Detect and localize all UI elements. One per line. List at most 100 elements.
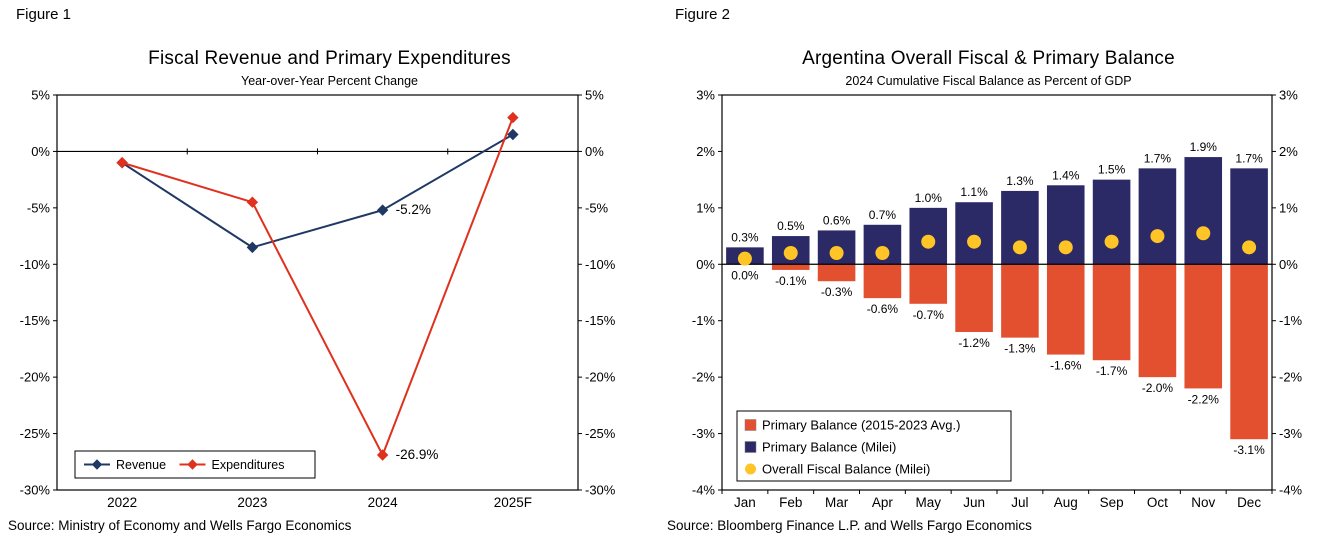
data-label: 1.0% xyxy=(915,191,943,205)
data-label: 1.7% xyxy=(1144,151,1172,165)
y-tick-label-right: -10% xyxy=(585,257,616,272)
bar xyxy=(1092,179,1131,265)
figure2-label: Figure 2 xyxy=(675,6,731,23)
dot-series xyxy=(737,226,1257,266)
figure1-panel: Figure 1 Fiscal Revenue and Primary Expe… xyxy=(8,6,616,533)
bar xyxy=(817,264,856,282)
y-tick-label-right: -2% xyxy=(1279,370,1303,385)
x-tick-label: May xyxy=(915,495,941,510)
y-tick-label-right: -30% xyxy=(585,483,616,498)
y-tick-label-right: -20% xyxy=(585,370,616,385)
data-label: -0.6% xyxy=(867,302,899,316)
y-tick-label-right: 2% xyxy=(1279,144,1298,159)
data-label: 0.5% xyxy=(777,219,805,233)
dot xyxy=(967,234,982,249)
data-label: -1.6% xyxy=(1050,359,1082,373)
dot xyxy=(829,246,844,260)
x-tick-label: 2023 xyxy=(237,495,267,510)
bar xyxy=(909,264,948,304)
legend: Revenue Expenditures xyxy=(74,450,316,479)
dot xyxy=(783,246,798,260)
y-tick-label-left: -3% xyxy=(692,426,716,441)
x-tick-label: Oct xyxy=(1147,495,1168,510)
y-tick-label-left: -4% xyxy=(692,483,716,498)
y-tick-label-left: -2% xyxy=(692,370,716,385)
figure2-source: Source: Bloomberg Finance L.P. and Wells… xyxy=(667,518,1032,533)
figure1-title: Fiscal Revenue and Primary Expenditures xyxy=(148,48,511,69)
dot xyxy=(1196,226,1211,241)
x-tick-label: Nov xyxy=(1191,495,1215,510)
bar xyxy=(1092,264,1131,361)
data-label: 1.3% xyxy=(1006,174,1034,188)
y-tick-label-right: 0% xyxy=(585,144,604,159)
data-label: -2.2% xyxy=(1188,392,1220,406)
bar-labels: 0.0% -0.1%-0.3%-0.6% -0.7%-1.2% -1.3%-1.6% -… xyxy=(731,268,1265,457)
figure2-subtitle: 2024 Cumulative Fiscal Balance as Percen… xyxy=(845,74,1132,88)
figure1-label: Figure 1 xyxy=(16,6,72,23)
figure1-subtitle: Year-over-Year Percent Change xyxy=(241,74,418,88)
bar xyxy=(1138,264,1177,378)
series-expenditures xyxy=(116,111,519,461)
bar-chart-figure2: 3% 3% 2% 2% 1% 1% 0% 0% -1% -1% -2% -2% -3% -3% -4% -4%… xyxy=(692,88,1303,510)
y-tick-label-right: -15% xyxy=(585,313,616,328)
bar-series xyxy=(771,264,1268,440)
y-tick-label-left: -20% xyxy=(20,370,51,385)
dot xyxy=(1058,240,1073,255)
y-tick-label-left: 3% xyxy=(696,88,715,103)
bar xyxy=(1184,264,1223,389)
y-tick-label-right: -1% xyxy=(1279,313,1303,328)
x-tick-label: Dec xyxy=(1237,495,1261,510)
x-tick-label: Mar xyxy=(825,495,849,510)
y-tick-label-left: -1% xyxy=(692,313,716,328)
data-label: -3.1% xyxy=(1233,443,1265,457)
dot xyxy=(737,251,752,266)
data-label: -1.7% xyxy=(1096,364,1128,378)
data-label: -1.2% xyxy=(958,336,990,350)
data-label: 0.0% xyxy=(731,268,759,282)
x-tick-label: Jan xyxy=(734,495,756,510)
data-label: -0.7% xyxy=(913,308,945,322)
bar-series xyxy=(726,157,1268,265)
dot xyxy=(1104,234,1119,249)
data-label: 1.1% xyxy=(960,185,988,199)
dot xyxy=(1242,240,1257,255)
y-tick-label-left: -5% xyxy=(27,200,51,215)
bar xyxy=(955,264,993,332)
legend-label: Primary Balance (Milei) xyxy=(762,440,896,455)
data-label: -1.3% xyxy=(1004,342,1036,356)
dot xyxy=(1150,229,1165,244)
data-label: 1.5% xyxy=(1098,163,1126,177)
x-tick-label: Jun xyxy=(963,495,985,510)
data-label: 1.9% xyxy=(1190,140,1218,154)
y-tick-label-right: 0% xyxy=(1279,257,1298,272)
x-tick-label: Feb xyxy=(779,495,802,510)
y-tick-label-left: 0% xyxy=(696,257,715,272)
legend-label: Primary Balance (2015-2023 Avg.) xyxy=(762,418,960,433)
y-tick-label-right: 1% xyxy=(1279,200,1298,215)
figure1-source: Source: Ministry of Economy and Wells Fa… xyxy=(8,518,352,533)
y-tick-label-left: -10% xyxy=(20,257,51,272)
dot xyxy=(921,234,936,249)
legend-label: Overall Fiscal Balance (Milei) xyxy=(762,462,930,477)
dot xyxy=(1012,240,1027,255)
x-tick-label: Jul xyxy=(1011,495,1028,510)
data-label: -0.3% xyxy=(821,285,853,299)
bar xyxy=(771,264,810,270)
bar xyxy=(1001,264,1039,338)
bar xyxy=(1230,264,1268,440)
plot-border xyxy=(56,94,579,491)
y-tick-label-right: -4% xyxy=(1279,483,1303,498)
x-tick-label: Apr xyxy=(872,495,894,510)
x-tick-label: Aug xyxy=(1054,495,1078,510)
bar xyxy=(955,202,993,265)
bar-labels: 0.3% 0.5% 0.6% 0.7% 1.0% 1.1% 1.3% 1.4% 1.5% 1.7%… xyxy=(731,140,1263,244)
axes: 5% 5% 0% 0% -5% -5% -10% -10% -15% -15% -20% -20% -2… xyxy=(20,88,616,510)
bar xyxy=(1046,264,1085,355)
data-label: 0.3% xyxy=(731,230,759,244)
data-label: -26.9% xyxy=(396,447,439,462)
line-chart-figure1: 5% 5% 0% 0% -5% -5% -10% -10% -15% -15% -20% -20% -2… xyxy=(20,88,616,510)
data-label: -5.2% xyxy=(396,202,431,217)
dot xyxy=(875,246,890,260)
y-tick-label-left: 1% xyxy=(696,200,715,215)
figure2-title: Argentina Overall Fiscal & Primary Balan… xyxy=(802,48,1175,69)
